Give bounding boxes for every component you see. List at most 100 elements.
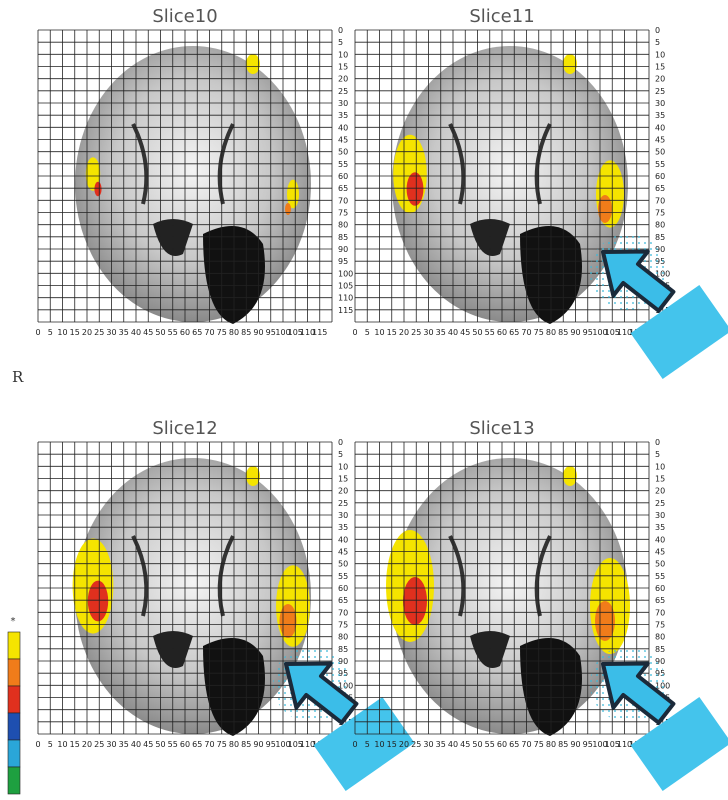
x-tick-label: 55 (168, 740, 178, 749)
panel-title: Slice11 (469, 6, 534, 27)
y-tick-label: 65 (655, 596, 665, 605)
colorbar-swatch (7, 631, 21, 660)
x-tick-label: 70 (204, 328, 214, 337)
colorbar: * (7, 616, 21, 795)
y-tick-label: 0 (338, 26, 343, 35)
brain (75, 46, 311, 322)
x-tick-label: 100 (275, 328, 290, 337)
x-tick-label: 55 (485, 740, 495, 749)
x-tick-label: 100 (592, 740, 607, 749)
y-tick-label: 115 (338, 718, 353, 727)
x-tick-label: 45 (143, 740, 153, 749)
x-tick-label: 75 (534, 740, 544, 749)
x-tick-label: 80 (546, 328, 556, 337)
y-tick-label: 30 (655, 511, 665, 520)
colorbar-swatch (7, 658, 21, 687)
x-tick-label: 105 (605, 328, 620, 337)
y-tick-label: 35 (338, 111, 348, 120)
y-tick-label: 85 (655, 645, 665, 654)
y-tick-label: 5 (655, 450, 660, 459)
y-tick-label: 5 (338, 38, 343, 47)
x-tick-label: 80 (546, 740, 556, 749)
x-tick-label: 70 (204, 740, 214, 749)
x-tick-label: 110 (617, 328, 632, 337)
y-tick-label: 65 (338, 184, 348, 193)
y-tick-label: 45 (338, 548, 348, 557)
colorbar-swatch (7, 712, 21, 741)
x-tick-label: 40 (131, 740, 141, 749)
y-tick-label: 30 (655, 99, 665, 108)
colorbar-swatch (7, 685, 21, 714)
x-tick-label: 75 (217, 740, 227, 749)
y-tick-label: 15 (655, 475, 665, 484)
x-tick-label: 80 (229, 328, 239, 337)
y-tick-label: 65 (338, 596, 348, 605)
highlight-box (630, 696, 728, 792)
x-tick-label: 65 (509, 328, 519, 337)
x-tick-label: 65 (192, 328, 202, 337)
arrow (284, 661, 359, 725)
x-tick-label: 15 (70, 328, 80, 337)
y-tick-label: 20 (338, 75, 348, 84)
activation (246, 54, 260, 74)
x-tick-label: 60 (180, 328, 190, 337)
y-tick-label: 10 (338, 462, 348, 471)
x-tick-label: 0 (352, 740, 357, 749)
x-tick-label: 60 (497, 328, 507, 337)
x-tick-label: 40 (448, 328, 458, 337)
activation (94, 181, 102, 197)
activation (403, 577, 427, 625)
y-tick-label: 70 (655, 196, 665, 205)
activation (246, 466, 260, 486)
x-tick-label: 0 (35, 328, 40, 337)
x-tick-label: 90 (253, 740, 263, 749)
y-tick-label: 70 (655, 608, 665, 617)
y-tick-label: 80 (655, 633, 665, 642)
x-tick-label: 85 (241, 328, 251, 337)
colorbar-label: * (11, 616, 16, 627)
x-tick-label: 95 (583, 328, 593, 337)
x-tick-label: 25 (94, 740, 104, 749)
y-tick-label: 0 (338, 438, 343, 447)
y-tick-label: 45 (655, 548, 665, 557)
y-tick-label: 40 (338, 123, 348, 132)
y-tick-label: 40 (655, 535, 665, 544)
arrow (601, 661, 676, 725)
x-tick-label: 10 (57, 740, 67, 749)
activation (406, 172, 424, 206)
x-tick-label: 50 (472, 328, 482, 337)
x-tick-label: 110 (300, 740, 315, 749)
y-tick-label: 90 (655, 657, 665, 666)
activation (285, 203, 291, 215)
y-tick-label: 5 (655, 38, 660, 47)
x-tick-label: 25 (411, 328, 421, 337)
y-tick-label: 85 (338, 645, 348, 654)
y-tick-label: 40 (338, 535, 348, 544)
x-tick-label: 50 (472, 740, 482, 749)
activation (87, 580, 109, 622)
y-tick-label: 90 (338, 245, 348, 254)
x-tick-label: 50 (155, 740, 165, 749)
y-tick-label: 30 (338, 511, 348, 520)
x-tick-label: 95 (583, 740, 593, 749)
x-tick-label: 90 (253, 328, 263, 337)
x-tick-label: 70 (521, 328, 531, 337)
x-tick-label: 20 (399, 740, 409, 749)
y-tick-label: 20 (655, 75, 665, 84)
y-tick-label: 80 (338, 633, 348, 642)
x-tick-label: 105 (288, 740, 303, 749)
y-tick-label: 5 (338, 450, 343, 459)
y-tick-label: 100 (338, 269, 353, 278)
x-tick-label: 70 (521, 740, 531, 749)
y-tick-label: 15 (338, 63, 348, 72)
y-tick-label: 90 (338, 657, 348, 666)
x-tick-label: 90 (570, 740, 580, 749)
activation (563, 54, 577, 74)
x-tick-label: 15 (387, 740, 397, 749)
x-tick-label: 65 (192, 740, 202, 749)
panel-title: Slice10 (152, 6, 217, 27)
y-tick-label: 25 (338, 499, 348, 508)
